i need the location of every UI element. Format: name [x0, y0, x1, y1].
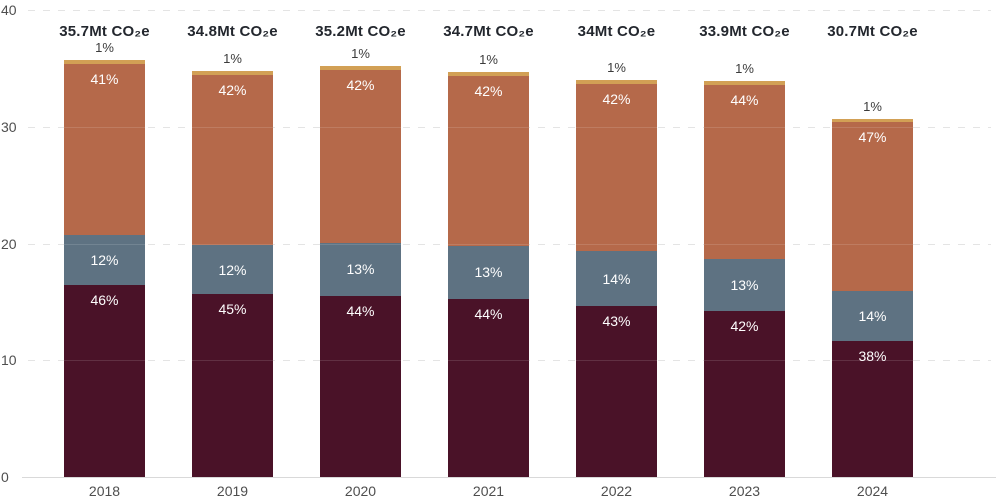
segment-percent-label: 45% [218, 301, 247, 318]
gridline-overlay [28, 10, 991, 11]
gridline [28, 10, 991, 11]
segment-percent-label: 13% [474, 264, 503, 281]
segment-percent-label: 42% [474, 82, 503, 99]
gridline-overlay [28, 126, 991, 128]
above-bar-percent-label: 1% [95, 40, 114, 56]
bar-segment-upper-middle-segment [576, 84, 657, 251]
segment-percent-label: 14% [858, 307, 887, 324]
bar-segment-upper-middle-segment [64, 64, 145, 236]
segment-percent-label: 12% [90, 252, 119, 269]
segment-percent-label: 42% [218, 81, 247, 98]
segment-percent-label: 46% [90, 292, 119, 309]
above-bar-percent-label: 1% [863, 98, 882, 114]
bar-segment-bottom-segment [320, 296, 401, 477]
bar-segment-bottom-segment [192, 294, 273, 477]
y-axis-tick-label: 0 [1, 469, 9, 485]
x-axis-year-label: 2020 [344, 483, 377, 499]
bar-segment-lower-middle-segment [704, 259, 785, 311]
bar-segment-upper-middle-segment [704, 85, 785, 260]
total-label: 34Mt CO₂e [577, 23, 656, 40]
y-axis-tick-label: 20 [1, 235, 17, 252]
total-label: 35.7Mt CO₂e [59, 23, 150, 40]
bar-segment-lower-middle-segment [448, 246, 529, 299]
segment-percent-label: 42% [602, 91, 631, 108]
y-axis-tick-label: 40 [1, 2, 17, 18]
bar-segment-lower-middle-segment [320, 242, 401, 297]
x-axis-year-label: 2023 [728, 483, 761, 499]
gridline-overlay [28, 360, 991, 362]
x-axis-year-label: 2019 [216, 483, 249, 499]
total-label: 30.7Mt CO₂e [827, 23, 918, 40]
gridline-overlay [28, 243, 991, 245]
bar-segment-top-segment [832, 118, 913, 123]
bar-segment-bottom-segment [832, 340, 913, 477]
bar-segment-bottom-segment [64, 285, 145, 477]
bar-segment-bottom-segment [704, 310, 785, 477]
bar-segment-top-segment [576, 80, 657, 85]
total-label: 35.2Mt CO₂e [315, 23, 406, 40]
bar-segment-top-segment [448, 71, 529, 76]
segment-percent-label: 12% [218, 261, 247, 278]
above-bar-percent-label: 1% [351, 46, 370, 62]
bar-segment-upper-middle-segment [320, 70, 401, 243]
x-axis-year-label: 2021 [472, 483, 505, 499]
segment-percent-label: 43% [602, 313, 631, 330]
above-bar-percent-label: 1% [223, 50, 242, 66]
bar-segment-lower-middle-segment [192, 245, 273, 295]
segment-percent-label: 47% [858, 129, 887, 146]
segment-percent-label: 38% [858, 347, 887, 364]
segment-percent-label: 41% [90, 71, 119, 88]
segment-percent-label: 44% [730, 92, 759, 109]
y-axis-tick-label: 10 [1, 352, 17, 369]
x-axis-year-label: 2022 [600, 483, 633, 499]
bar-segment-top-segment [192, 70, 273, 75]
bar-segment-lower-middle-segment [576, 250, 657, 307]
bar-segment-top-segment [64, 60, 145, 65]
bar-segment-bottom-segment [448, 298, 529, 477]
x-axis-year-label: 2024 [856, 483, 889, 499]
total-label: 34.7Mt CO₂e [443, 23, 534, 40]
segment-percent-label: 13% [730, 277, 759, 294]
bar-segment-top-segment [704, 81, 785, 86]
bar-segment-upper-middle-segment [448, 75, 529, 247]
bar-segment-top-segment [320, 66, 401, 71]
bar-segment-lower-middle-segment [832, 290, 913, 341]
y-axis-tick-label: 30 [1, 118, 17, 135]
above-bar-percent-label: 1% [607, 60, 626, 76]
segment-percent-label: 42% [346, 77, 375, 94]
bar-segment-bottom-segment [576, 306, 657, 477]
segment-percent-label: 42% [730, 317, 759, 334]
bar-segment-lower-middle-segment [64, 235, 145, 286]
bar-segment-upper-middle-segment [192, 74, 273, 246]
above-bar-percent-label: 1% [479, 51, 498, 67]
x-axis-year-label: 2018 [88, 483, 121, 499]
total-label: 34.8Mt CO₂e [187, 23, 278, 40]
segment-percent-label: 13% [346, 261, 375, 278]
x-axis-line [22, 477, 996, 478]
above-bar-percent-label: 1% [735, 61, 754, 77]
segment-percent-label: 14% [602, 270, 631, 287]
bar-segment-upper-middle-segment [832, 122, 913, 291]
total-label: 33.9Mt CO₂e [699, 23, 790, 40]
segment-percent-label: 44% [474, 305, 503, 322]
segment-percent-label: 44% [346, 303, 375, 320]
